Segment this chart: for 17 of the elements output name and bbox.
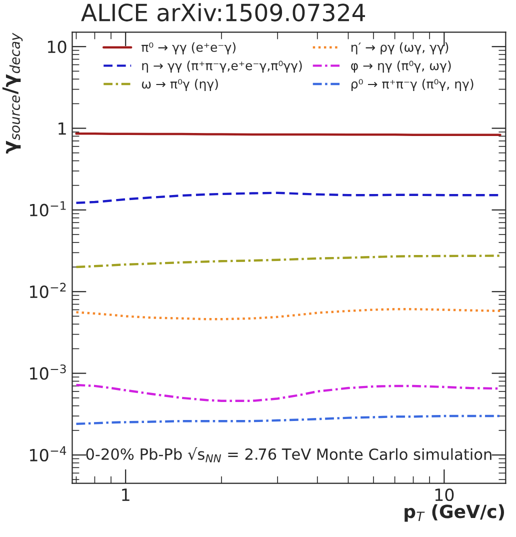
y-tick-label: 10$^{−1}$ bbox=[30, 201, 66, 216]
y-tick-label: 10$^{−3}$ bbox=[30, 364, 66, 380]
y-tick-label: 10$^{−4}$ bbox=[30, 446, 66, 462]
annotation: 0-20% Pb-Pb √s$_{NN}$ = 2.76 TeV bbox=[86, 447, 311, 462]
chart-title: ALICE arXiv:1509.07324 bbox=[81, 3, 366, 22]
legend-label: π⁰ → γγ (e⁺e⁻γ) bbox=[142, 42, 236, 54]
y-tick-label: 10 bbox=[48, 40, 66, 54]
y-tick-label: 10$^{−2}$ bbox=[30, 282, 66, 298]
legend-label: η′ → ργ (ωγ, γγ) bbox=[352, 42, 448, 54]
legend-label: ρ⁰ → π⁺π⁻γ (π⁰γ, ηγ) bbox=[352, 78, 474, 92]
x-axis-title: p$_{T}$ (GeV/c) bbox=[404, 504, 504, 522]
y-tick-label: 1 bbox=[58, 122, 66, 135]
y-axis-title: γ$_{source}$/γ$_{decay}$ bbox=[2, 32, 23, 154]
annotation: Monte Carlo simulation bbox=[317, 448, 492, 460]
legend-label: ω → π⁰γ (ηγ) bbox=[142, 78, 218, 92]
legend-label: φ → ηγ (π⁰γ, ωγ) bbox=[351, 60, 451, 73]
legend-label: η → γγ (π⁺π⁻γ,e⁺e⁻γ,π⁰γγ) bbox=[142, 60, 302, 73]
